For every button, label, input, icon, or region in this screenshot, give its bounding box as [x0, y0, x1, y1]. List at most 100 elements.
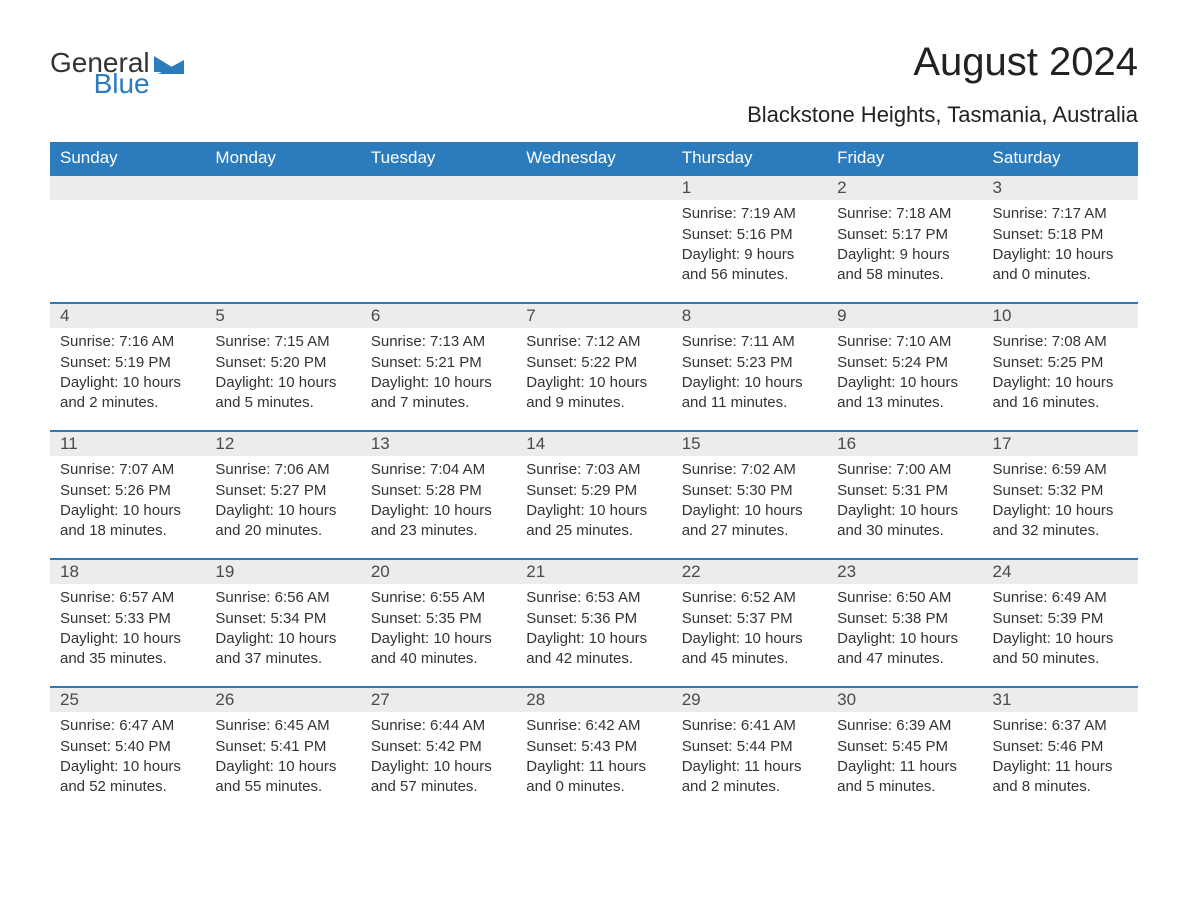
sunrise-line: Sunrise: 6:53 AM: [526, 588, 661, 608]
sunrise-line: Sunrise: 7:07 AM: [60, 460, 195, 480]
day-details: Sunrise: 7:19 AMSunset: 5:16 PMDaylight:…: [672, 200, 827, 295]
calendar-day-cell: [50, 174, 205, 302]
sunset-line: Sunset: 5:38 PM: [837, 609, 972, 629]
daylight-line: Daylight: 10 hours and 47 minutes.: [837, 629, 972, 670]
daylight-line: Daylight: 11 hours and 2 minutes.: [682, 757, 817, 798]
sunset-line: Sunset: 5:34 PM: [215, 609, 350, 629]
sunset-line: Sunset: 5:22 PM: [526, 353, 661, 373]
day-number: 3: [983, 174, 1138, 200]
daylight-line: Daylight: 10 hours and 20 minutes.: [215, 501, 350, 542]
daylight-line: Daylight: 10 hours and 23 minutes.: [371, 501, 506, 542]
sunrise-line: Sunrise: 6:37 AM: [993, 716, 1128, 736]
calendar-day-cell: 12Sunrise: 7:06 AMSunset: 5:27 PMDayligh…: [205, 430, 360, 558]
calendar-day-cell: 17Sunrise: 6:59 AMSunset: 5:32 PMDayligh…: [983, 430, 1138, 558]
calendar-day-cell: 24Sunrise: 6:49 AMSunset: 5:39 PMDayligh…: [983, 558, 1138, 686]
empty-day-header: [50, 174, 205, 200]
day-details: Sunrise: 6:42 AMSunset: 5:43 PMDaylight:…: [516, 712, 671, 807]
calendar-week-row: 4Sunrise: 7:16 AMSunset: 5:19 PMDaylight…: [50, 302, 1138, 430]
day-number: 13: [361, 430, 516, 456]
sunrise-line: Sunrise: 6:52 AM: [682, 588, 817, 608]
calendar-day-cell: 11Sunrise: 7:07 AMSunset: 5:26 PMDayligh…: [50, 430, 205, 558]
calendar-day-cell: 21 Sunrise: 6:53 AMSunset: 5:36 PMDayligh…: [516, 558, 671, 686]
sunset-line: Sunset: 5:39 PM: [993, 609, 1128, 629]
sunrise-line: Sunrise: 6:59 AM: [993, 460, 1128, 480]
daylight-line: Daylight: 9 hours and 58 minutes.: [837, 245, 972, 286]
day-number: 5: [205, 302, 360, 328]
day-number: 31: [983, 686, 1138, 712]
daylight-line: Daylight: 9 hours and 56 minutes.: [682, 245, 817, 286]
calendar-day-cell: [205, 174, 360, 302]
sunset-line: Sunset: 5:41 PM: [215, 737, 350, 757]
day-number: 19: [205, 558, 360, 584]
day-number: 7: [516, 302, 671, 328]
sunset-line: Sunset: 5:16 PM: [682, 225, 817, 245]
calendar-day-cell: 18Sunrise: 6:57 AMSunset: 5:33 PMDayligh…: [50, 558, 205, 686]
day-details: Sunrise: 7:13 AMSunset: 5:21 PMDaylight:…: [361, 328, 516, 423]
header: General Blue August 2024: [50, 40, 1138, 96]
day-details: Sunrise: 7:15 AMSunset: 5:20 PMDaylight:…: [205, 328, 360, 423]
day-number: 17: [983, 430, 1138, 456]
day-number: 21: [516, 558, 671, 584]
daylight-line: Daylight: 10 hours and 42 minutes.: [526, 629, 661, 670]
sunset-line: Sunset: 5:20 PM: [215, 353, 350, 373]
day-number: 20: [361, 558, 516, 584]
day-number: 25: [50, 686, 205, 712]
location-subtitle: Blackstone Heights, Tasmania, Australia: [50, 102, 1138, 128]
day-number: 23: [827, 558, 982, 584]
day-number: 28: [516, 686, 671, 712]
day-details: Sunrise: 6:55 AMSunset: 5:35 PMDaylight:…: [361, 584, 516, 679]
sunset-line: Sunset: 5:42 PM: [371, 737, 506, 757]
daylight-line: Daylight: 10 hours and 40 minutes.: [371, 629, 506, 670]
sunrise-line: Sunrise: 6:39 AM: [837, 716, 972, 736]
sunrise-line: Sunrise: 6:44 AM: [371, 716, 506, 736]
day-details: Sunrise: 7:12 AMSunset: 5:22 PMDaylight:…: [516, 328, 671, 423]
sunrise-line: Sunrise: 6:47 AM: [60, 716, 195, 736]
calendar-day-cell: 4Sunrise: 7:16 AMSunset: 5:19 PMDaylight…: [50, 302, 205, 430]
calendar-day-cell: 22Sunrise: 6:52 AMSunset: 5:37 PMDayligh…: [672, 558, 827, 686]
day-number: 16: [827, 430, 982, 456]
day-details: Sunrise: 6:39 AMSunset: 5:45 PMDaylight:…: [827, 712, 982, 807]
calendar-day-cell: 7Sunrise: 7:12 AMSunset: 5:22 PMDaylight…: [516, 302, 671, 430]
day-number: 4: [50, 302, 205, 328]
empty-day-header: [361, 174, 516, 200]
day-number: 14: [516, 430, 671, 456]
logo: General Blue: [50, 40, 184, 96]
sunrise-line: Sunrise: 6:42 AM: [526, 716, 661, 736]
daylight-line: Daylight: 10 hours and 18 minutes.: [60, 501, 195, 542]
daylight-line: Daylight: 11 hours and 0 minutes.: [526, 757, 661, 798]
calendar-day-cell: 29Sunrise: 6:41 AMSunset: 5:44 PMDayligh…: [672, 686, 827, 814]
column-header: Thursday: [672, 142, 827, 174]
sunset-line: Sunset: 5:19 PM: [60, 353, 195, 373]
daylight-line: Daylight: 10 hours and 27 minutes.: [682, 501, 817, 542]
day-number: 18: [50, 558, 205, 584]
sunset-line: Sunset: 5:26 PM: [60, 481, 195, 501]
day-details: Sunrise: 6:59 AMSunset: 5:32 PMDaylight:…: [983, 456, 1138, 551]
daylight-line: Daylight: 10 hours and 30 minutes.: [837, 501, 972, 542]
calendar-day-cell: 15Sunrise: 7:02 AMSunset: 5:30 PMDayligh…: [672, 430, 827, 558]
sunset-line: Sunset: 5:36 PM: [526, 609, 661, 629]
sunrise-line: Sunrise: 6:57 AM: [60, 588, 195, 608]
calendar-day-cell: 30Sunrise: 6:39 AMSunset: 5:45 PMDayligh…: [827, 686, 982, 814]
calendar-day-cell: 8Sunrise: 7:11 AMSunset: 5:23 PMDaylight…: [672, 302, 827, 430]
calendar-week-row: 1Sunrise: 7:19 AMSunset: 5:16 PMDaylight…: [50, 174, 1138, 302]
day-details: Sunrise: 7:07 AMSunset: 5:26 PMDaylight:…: [50, 456, 205, 551]
sunrise-line: Sunrise: 6:45 AM: [215, 716, 350, 736]
sunset-line: Sunset: 5:46 PM: [993, 737, 1128, 757]
calendar-week-row: 18Sunrise: 6:57 AMSunset: 5:33 PMDayligh…: [50, 558, 1138, 686]
column-header: Tuesday: [361, 142, 516, 174]
day-details: Sunrise: 6:45 AMSunset: 5:41 PMDaylight:…: [205, 712, 360, 807]
day-details: Sunrise: 7:08 AMSunset: 5:25 PMDaylight:…: [983, 328, 1138, 423]
day-number: 8: [672, 302, 827, 328]
sunrise-line: Sunrise: 7:02 AM: [682, 460, 817, 480]
daylight-line: Daylight: 10 hours and 2 minutes.: [60, 373, 195, 414]
sunset-line: Sunset: 5:35 PM: [371, 609, 506, 629]
calendar-week-row: 25Sunrise: 6:47 AMSunset: 5:40 PMDayligh…: [50, 686, 1138, 814]
daylight-line: Daylight: 10 hours and 52 minutes.: [60, 757, 195, 798]
daylight-line: Daylight: 10 hours and 35 minutes.: [60, 629, 195, 670]
day-number: 9: [827, 302, 982, 328]
sunrise-line: Sunrise: 7:13 AM: [371, 332, 506, 352]
calendar-day-cell: 1Sunrise: 7:19 AMSunset: 5:16 PMDaylight…: [672, 174, 827, 302]
day-details: Sunrise: 6:41 AMSunset: 5:44 PMDaylight:…: [672, 712, 827, 807]
day-details: Sunrise: 6:57 AMSunset: 5:33 PMDaylight:…: [50, 584, 205, 679]
calendar-day-cell: [361, 174, 516, 302]
